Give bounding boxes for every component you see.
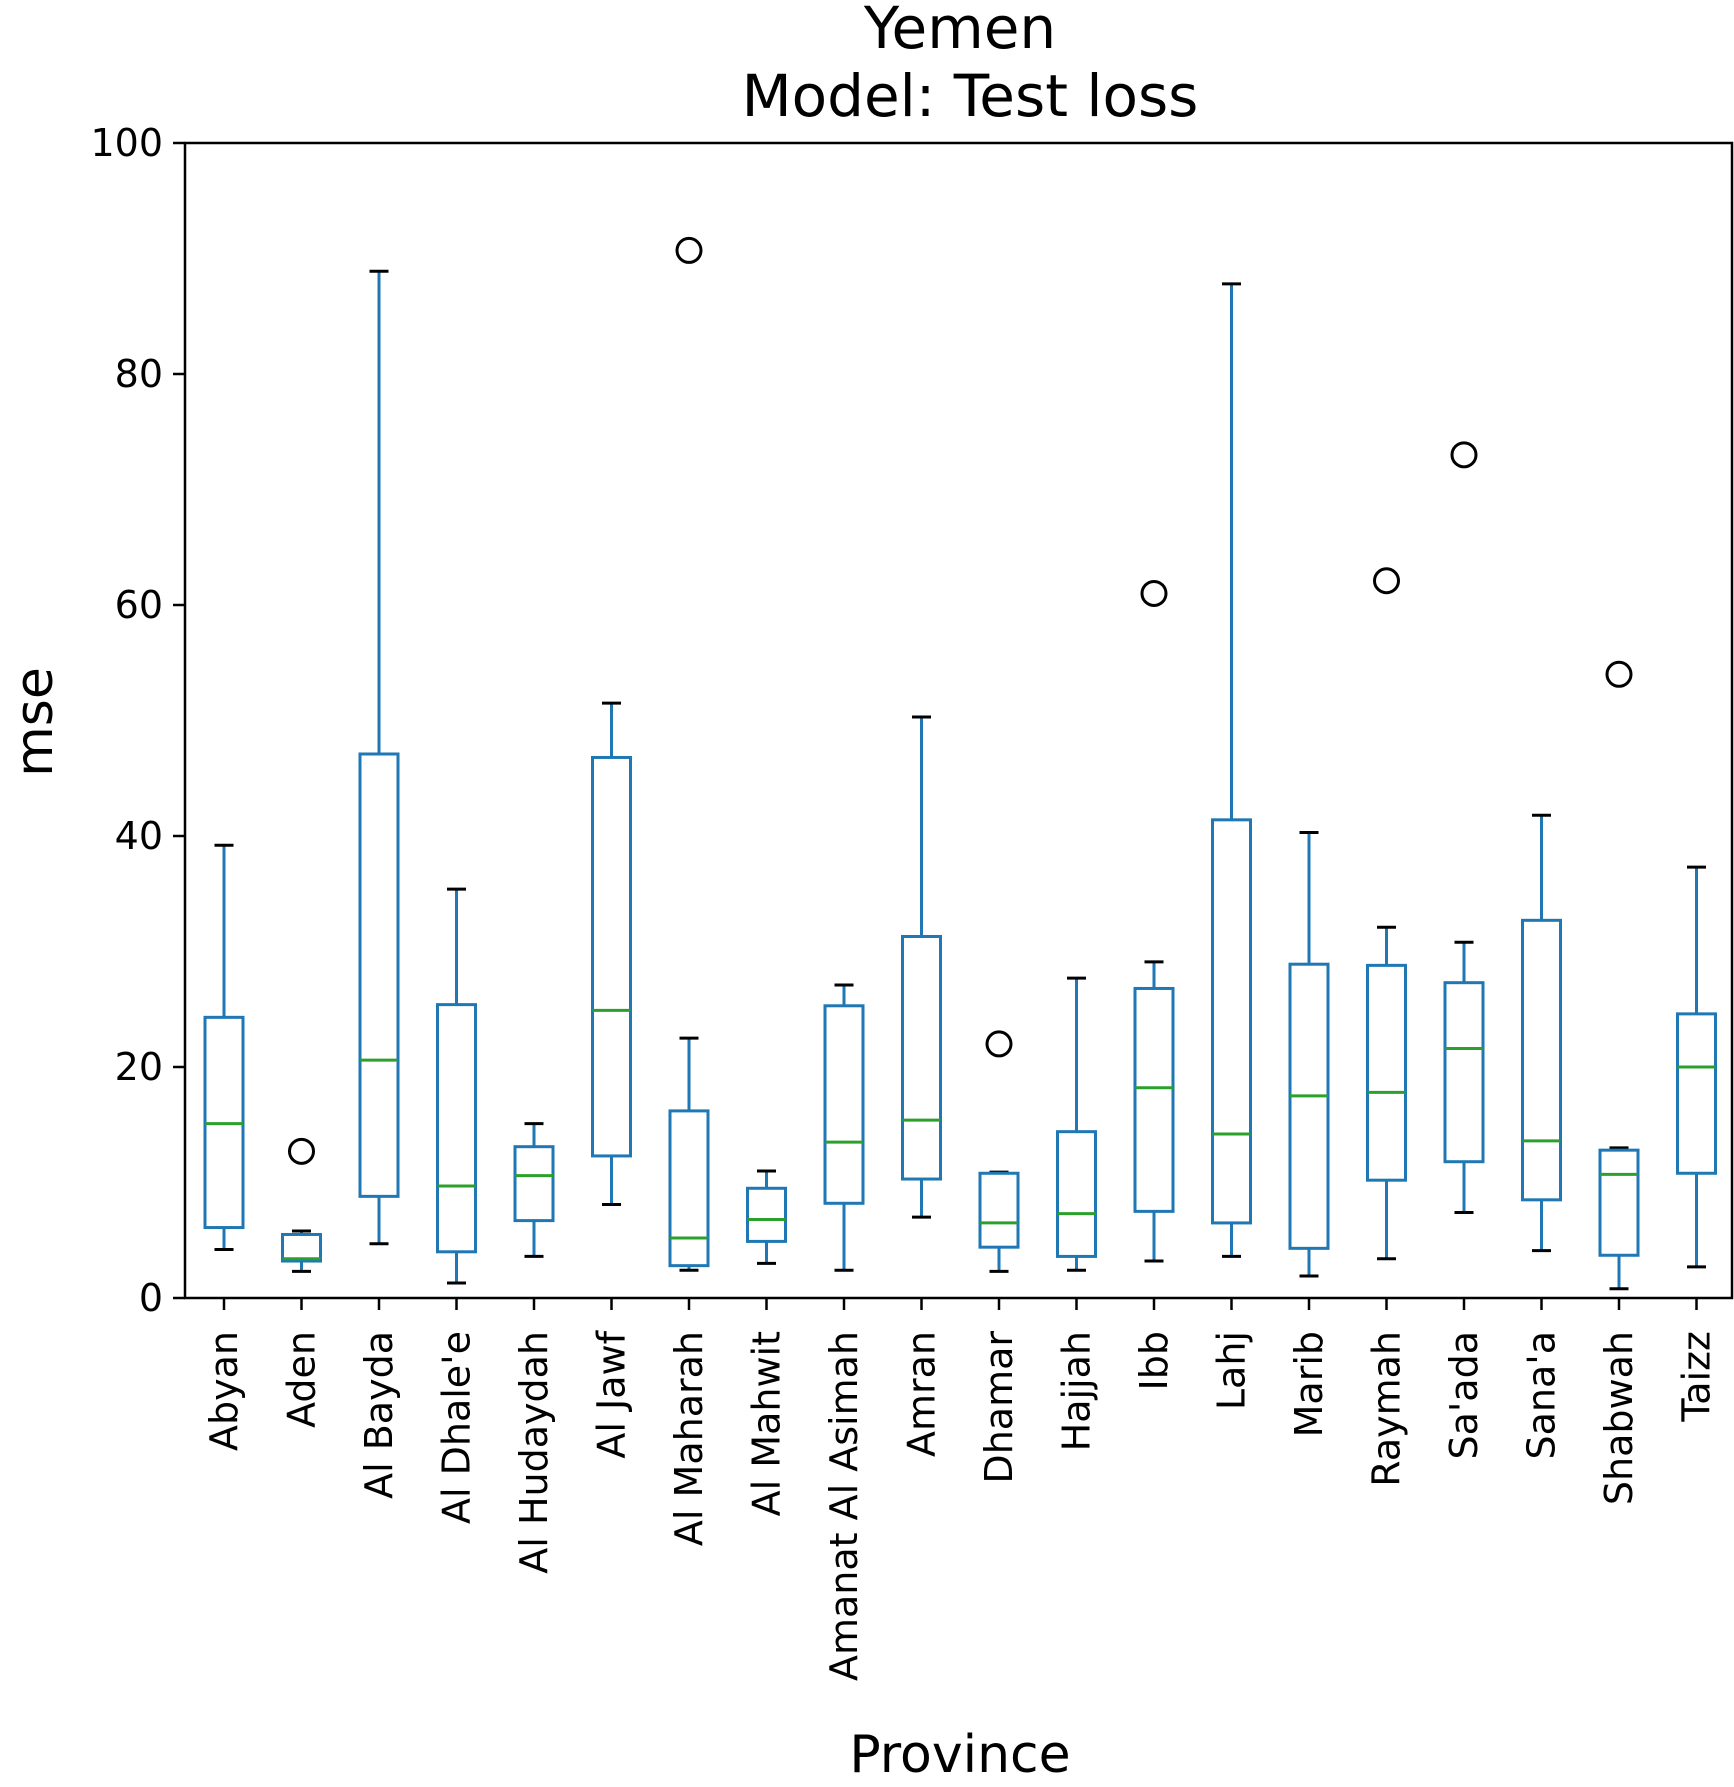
x-tick-label: Al Mahwit	[745, 1331, 789, 1516]
box-19	[1676, 1012, 1717, 1175]
x-tick-label: Al Maharah	[667, 1331, 711, 1546]
box-16	[1443, 981, 1485, 1164]
y-tick-label: 100	[90, 121, 163, 165]
chart-title: Yemen	[863, 0, 1056, 62]
box-5	[591, 755, 632, 1158]
y-tick-label: 0	[139, 1276, 163, 1320]
box-6	[668, 1109, 710, 1268]
outlier-point	[1140, 579, 1168, 607]
x-axis-label: Province	[849, 1725, 1070, 1785]
plot-area: 0 20 40 60 80 100 Abyan Aden Al Bayda Al Dhale'e A…	[90, 121, 1718, 1681]
outlier-point	[675, 236, 703, 264]
x-tick-label: Marib	[1287, 1331, 1331, 1437]
x-tick-label: Shabwah	[1597, 1331, 1641, 1505]
y-tick-label: 20	[115, 1045, 163, 1089]
x-tick-label: Sa'ada	[1442, 1331, 1486, 1460]
x-tick-label: Aden	[280, 1331, 324, 1428]
box-2	[358, 752, 400, 1198]
x-tick-label: Al Hudaydah	[512, 1331, 556, 1574]
x-tick-label: Hajjah	[1055, 1331, 1099, 1451]
box-1	[281, 1232, 322, 1263]
outlier-point	[1373, 567, 1400, 595]
box-8	[823, 1004, 865, 1205]
y-tick-label: 60	[115, 583, 163, 627]
x-tick-label: Ibb	[1132, 1331, 1176, 1390]
outlier-point	[288, 1137, 315, 1165]
box-10	[978, 1171, 1020, 1249]
x-tick-label: Al Dhale'e	[435, 1331, 479, 1524]
x-tick-label: Lahj	[1210, 1331, 1254, 1410]
outlier-point	[1605, 660, 1633, 688]
box-4	[513, 1145, 555, 1223]
x-tick-label: Taizz	[1675, 1331, 1719, 1423]
outlier-point	[985, 1030, 1013, 1058]
box-17	[1521, 918, 1562, 1202]
x-tick-label: Al Jawf	[590, 1329, 634, 1458]
box-11	[1056, 1130, 1097, 1258]
x-tick-label: Dhamar	[977, 1331, 1021, 1484]
plot-frame	[183, 141, 1734, 1300]
box-9	[901, 934, 942, 1181]
box-18	[1598, 1148, 1640, 1257]
y-tick-label: 80	[115, 352, 163, 396]
x-tick-label: Sana'a	[1520, 1331, 1564, 1460]
box-3	[436, 1003, 477, 1254]
y-tick-label: 40	[115, 814, 163, 858]
box-15	[1366, 963, 1407, 1182]
x-tick-label: Amran	[900, 1331, 944, 1457]
box-7	[746, 1186, 787, 1243]
box-13	[1211, 818, 1252, 1225]
outlier-point	[1450, 441, 1478, 469]
x-tick-label: Abyan	[202, 1331, 246, 1451]
x-tick-label: Amanat Al Asimah	[822, 1331, 866, 1681]
x-tick-label: Raymah	[1365, 1331, 1409, 1487]
x-tick-label: Al Bayda	[357, 1331, 401, 1499]
chart-subtitle: Model: Test loss	[742, 62, 1199, 130]
box-14	[1288, 962, 1330, 1250]
y-axis-label: mse	[5, 667, 65, 777]
box-12	[1133, 986, 1175, 1213]
